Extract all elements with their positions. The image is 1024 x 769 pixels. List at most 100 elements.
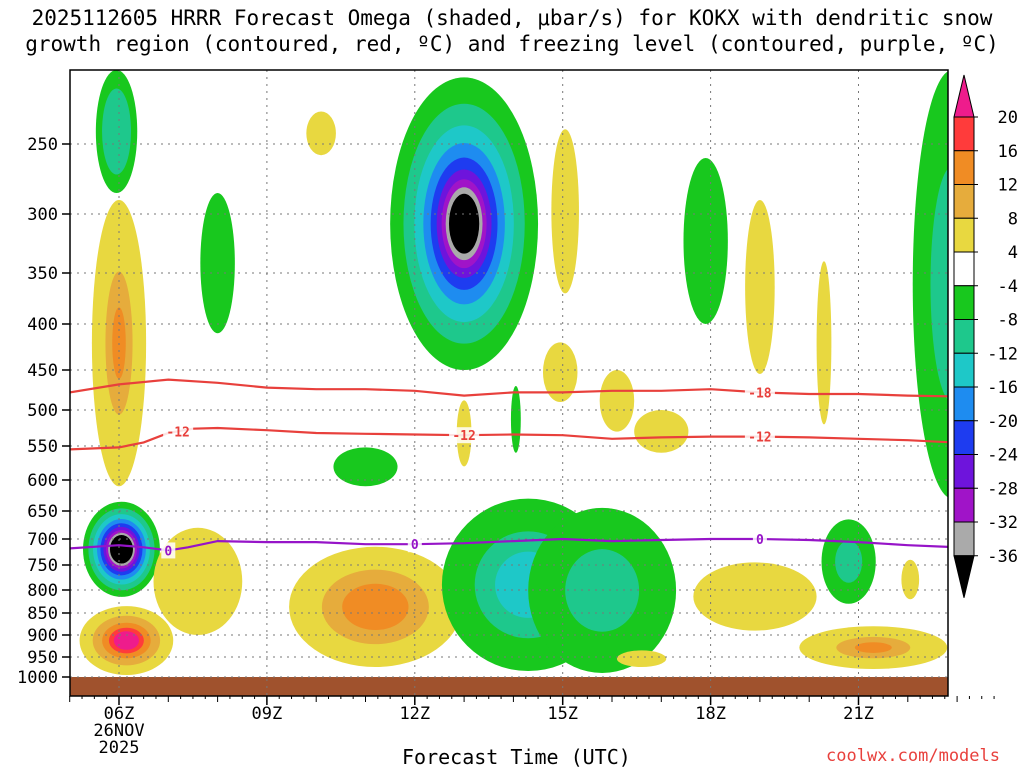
colorbar-label-1: 16 xyxy=(998,142,1018,162)
contour-label-bg xyxy=(161,542,176,559)
ytick-label-550: 550 xyxy=(27,437,58,457)
colorbar-bottom-arrow xyxy=(953,555,975,598)
x-axis-title: Forecast Time (UTC) xyxy=(402,745,631,769)
omega-band-3-4 xyxy=(113,631,139,650)
omega-band-5-0 xyxy=(200,193,235,334)
ytick-label-900: 900 xyxy=(27,626,58,646)
ytick-label-400: 400 xyxy=(27,315,58,335)
colorbar-band-8 xyxy=(953,386,975,422)
ytick-label-500: 500 xyxy=(27,401,58,421)
contour-label-freezing-level-1: 0 xyxy=(411,538,419,553)
colorbar-label-12: -32 xyxy=(987,513,1018,533)
ytick-label-850: 850 xyxy=(27,604,58,624)
colorbar-label-11: -28 xyxy=(987,479,1018,499)
contour-label-freezing-level-0: 0 xyxy=(164,544,172,559)
contour-label-dgz-upper-0: -18 xyxy=(748,386,772,401)
omega-band-7-2 xyxy=(342,583,409,631)
contour-label-bg xyxy=(744,384,775,401)
xtick-year: 2025 xyxy=(99,738,140,758)
omega-band-18-0 xyxy=(616,650,667,667)
ytick-label-800: 800 xyxy=(27,581,58,601)
colorbar-label-13: -36 xyxy=(987,547,1018,567)
colorbar-label-6: -8 xyxy=(998,311,1018,331)
colorbar-band-7 xyxy=(953,352,975,388)
colorbar-band-4 xyxy=(953,251,975,287)
omega-band-14-0 xyxy=(542,342,578,403)
colorbar-label-5: -4 xyxy=(998,277,1018,297)
ytick-label-450: 450 xyxy=(27,361,58,381)
xtick-label-12: 12Z xyxy=(399,704,430,724)
contour-label-bg xyxy=(449,427,480,444)
omega-band-16-0 xyxy=(551,129,579,294)
ytick-label-300: 300 xyxy=(27,205,58,225)
contour-label-bg xyxy=(752,531,767,547)
colorbar-band-2 xyxy=(953,184,975,219)
colorbar-band-11 xyxy=(953,487,975,523)
contours: -18 -12 -12 -12 0 0 0 xyxy=(70,378,948,559)
xtick-date: 26NOV xyxy=(93,721,144,741)
ground-surface xyxy=(70,677,948,696)
ytick-label-600: 600 xyxy=(27,471,58,491)
omega-band-0-1 xyxy=(102,88,132,175)
colorbar-band-9 xyxy=(953,420,975,455)
colorbar-label-4: 4 xyxy=(1008,243,1018,263)
colorbar-label-0: 20 xyxy=(998,108,1018,128)
colorbar-band-1 xyxy=(953,150,975,185)
omega-band-17-0 xyxy=(634,410,689,453)
omega-band-11-0 xyxy=(510,386,521,453)
ytick-label-650: 650 xyxy=(27,502,58,522)
contour-label-dgz-lower-1: -12 xyxy=(452,429,475,444)
omega-band-21-0 xyxy=(745,200,775,374)
omega-band-25-0 xyxy=(901,559,920,600)
colorbar-band-3 xyxy=(953,217,975,253)
omega-band-2-8 xyxy=(109,535,133,564)
colorbar-label-7: -12 xyxy=(987,344,1018,364)
ytick-label-250: 250 xyxy=(27,135,58,155)
contour-freezing-level xyxy=(70,537,948,552)
omega-band-22-0 xyxy=(816,261,832,425)
omega-band-8-0 xyxy=(333,447,398,487)
contour-label-bg xyxy=(407,536,422,553)
y-axis: 2503003504004505005506006507007508008509… xyxy=(17,135,70,688)
contour-label-bg xyxy=(744,428,775,445)
plot-frame xyxy=(69,69,949,697)
colorbar-label-3: 8 xyxy=(1008,209,1018,229)
omega-band-9-8 xyxy=(448,193,480,254)
colorbar-label-8: -16 xyxy=(987,378,1018,398)
contour-label-freezing-level-2: 0 xyxy=(756,533,764,548)
omega-band-23-2 xyxy=(854,642,892,653)
contour-dgz-upper xyxy=(70,378,948,398)
colorbar-band-6 xyxy=(953,319,975,354)
title-line-2: growth region (contoured, red, ºC) and f… xyxy=(25,32,999,56)
xtick-label-21: 21Z xyxy=(843,704,874,724)
colorbar: 20 16 12 8 4 -4 -8 -12 -16 -20 -24 -28 -32 -36 xyxy=(953,74,1018,598)
omega-band-6-0 xyxy=(306,111,336,156)
omega-band-4-0 xyxy=(153,527,243,636)
colorbar-label-2: 12 xyxy=(998,176,1018,196)
ytick-label-750: 750 xyxy=(27,556,58,576)
ytick-label-700: 700 xyxy=(27,530,58,550)
omega-band-19-0 xyxy=(683,158,728,324)
title-line-1: 2025112605 HRRR Forecast Omega (shaded, … xyxy=(31,6,993,30)
colorbar-band-0 xyxy=(953,116,975,152)
contour-label-bg xyxy=(163,423,194,440)
omega-band-28-0 xyxy=(977,580,1007,617)
omega-band-26-1 xyxy=(930,168,948,400)
ytick-label-350: 350 xyxy=(27,264,58,284)
colorbar-band-12 xyxy=(953,521,975,557)
contour-label-dgz-lower-0: -12 xyxy=(166,425,189,440)
omega-shading xyxy=(79,70,1007,675)
ytick-label-1000: 1000 xyxy=(17,668,58,688)
xtick-label-6: 06Z xyxy=(104,704,135,724)
colorbar-label-10: -24 xyxy=(987,446,1018,466)
xtick-label-15: 15Z xyxy=(547,704,578,724)
xtick-label-18: 18Z xyxy=(695,704,726,724)
colorbar-band-5 xyxy=(953,285,975,320)
omega-band-15-0 xyxy=(599,370,635,432)
omega-band-20-0 xyxy=(693,562,817,631)
colorbar-top-arrow xyxy=(953,74,975,118)
omega-band-24-1 xyxy=(835,540,863,583)
credit-link[interactable]: coolwx.com/models xyxy=(826,746,1000,766)
ytick-label-950: 950 xyxy=(27,648,58,668)
